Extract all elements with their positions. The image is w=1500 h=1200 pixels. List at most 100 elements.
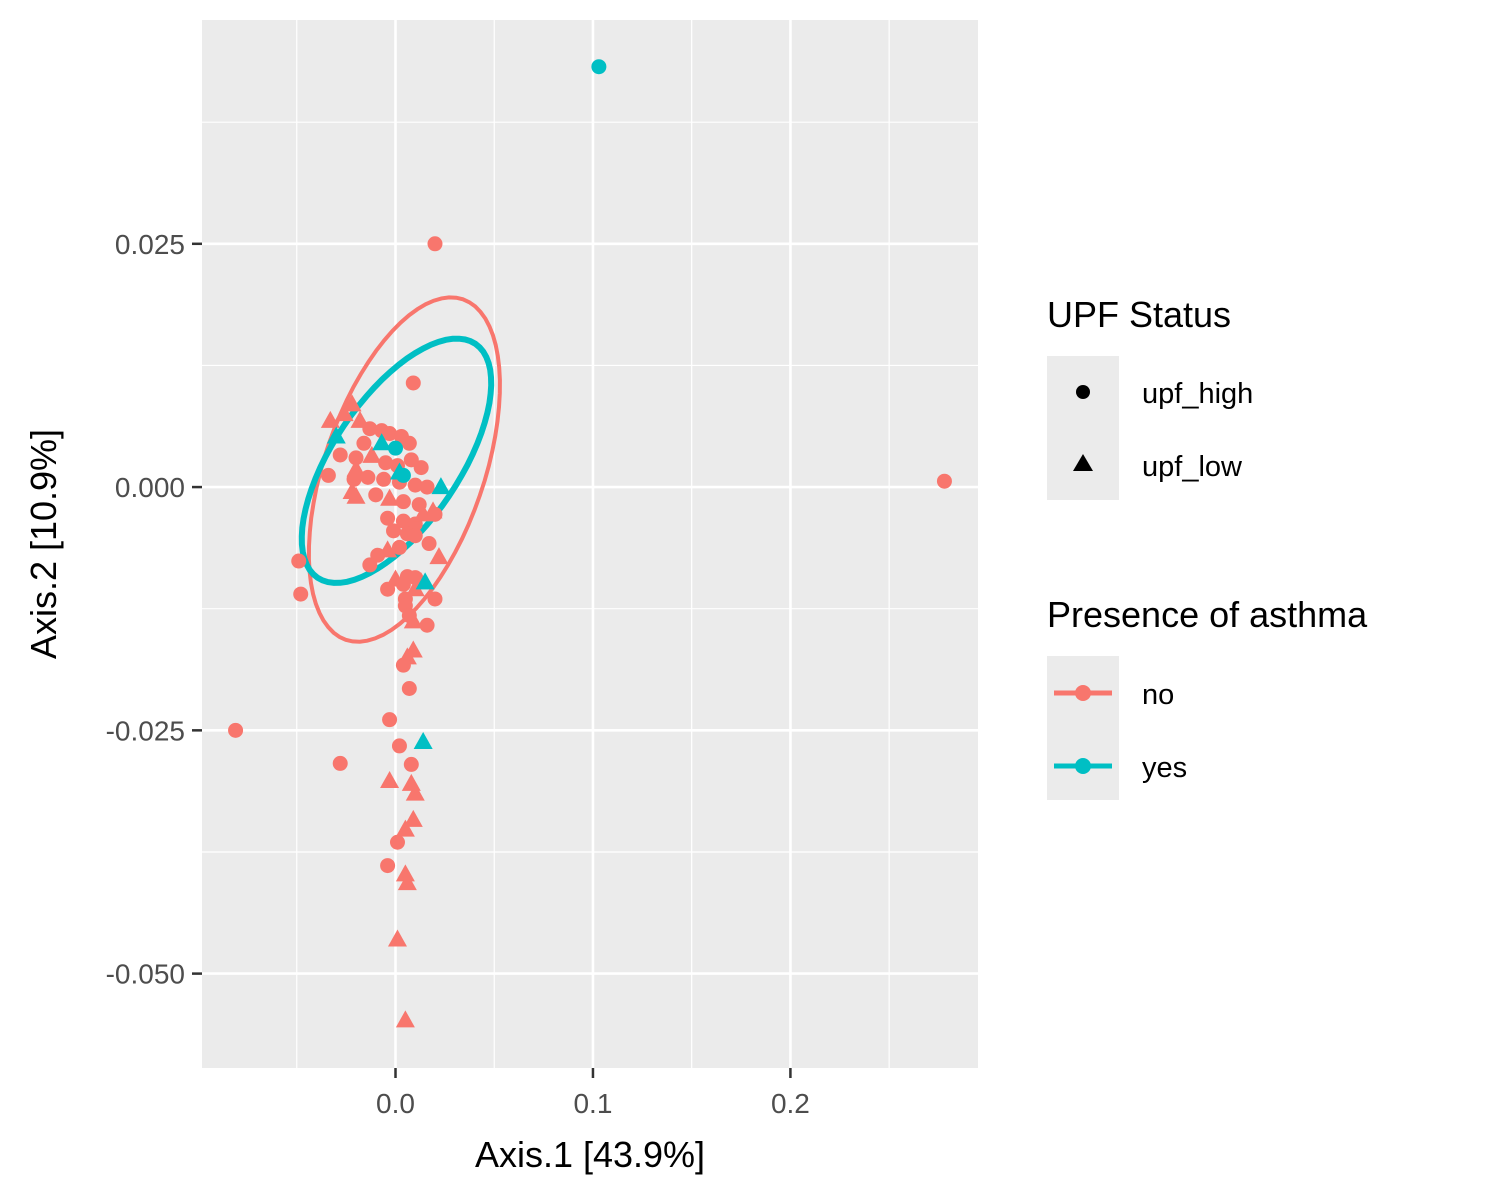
data-point-no-circle — [403, 756, 419, 772]
panel-background — [202, 20, 978, 1068]
data-point-no-triangle — [342, 394, 362, 412]
minor-gridlines — [202, 20, 978, 1068]
data-point-no-circle — [362, 421, 378, 437]
data-point-no-circle — [362, 557, 378, 573]
data-point-no-triangle — [395, 819, 415, 837]
data-point-yes-triangle — [431, 477, 451, 495]
data-point-no-circle — [376, 471, 392, 487]
data-point-no-circle — [395, 657, 411, 673]
data-point-no-circle — [348, 450, 364, 466]
data-point-no-circle — [421, 536, 437, 552]
y-axis-title: Axis.2 [10.9%] — [23, 429, 64, 659]
data-point-no-triangle — [320, 410, 340, 428]
data-point-no-circle — [386, 523, 402, 539]
data-point-no-circle — [413, 460, 429, 476]
legend-shape: UPF Status upf_high upf_low — [1047, 294, 1253, 500]
confidence-ellipses — [298, 295, 502, 644]
data-point-no-circle — [380, 858, 396, 874]
data-point-no-circle — [427, 591, 443, 607]
x-tick-label: 0.0 — [376, 1088, 415, 1119]
data-point-no-circle — [320, 467, 336, 483]
data-point-no-circle — [395, 576, 411, 592]
data-point-no-circle — [427, 506, 443, 522]
data-point-no-circle — [389, 834, 405, 850]
data-point-no-triangle — [397, 873, 417, 891]
data-point-no-circle — [405, 375, 421, 391]
legend-label-upf-high: upf_high — [1142, 378, 1253, 410]
data-point-no-circle — [382, 712, 398, 728]
y-tick-label: 0.000 — [115, 472, 185, 503]
legend-key-yes-point — [1075, 758, 1091, 774]
y-tick-label: 0.025 — [115, 229, 185, 260]
x-tick-label: 0.1 — [573, 1088, 612, 1119]
confidence-ellipse-yes — [298, 335, 495, 586]
data-point-no-circle — [332, 755, 348, 771]
data-point-no-circle — [419, 617, 435, 633]
data-point-yes-triangle — [389, 462, 409, 480]
data-point-no-triangle — [413, 504, 433, 522]
data-point-yes-triangle — [415, 572, 435, 590]
data-point-no-triangle — [387, 929, 407, 947]
x-axis-title: Axis.1 [43.9%] — [475, 1134, 705, 1175]
data-point-no-triangle — [378, 540, 398, 558]
data-point-no-circle — [380, 510, 396, 526]
y-tick-label: -0.025 — [106, 715, 185, 746]
data-point-yes-triangle — [326, 426, 346, 444]
data-point-no-triangle — [346, 459, 366, 477]
data-point-no-circle — [382, 426, 398, 442]
data-point-no-triangle — [403, 611, 423, 629]
legend-label-upf-low: upf_low — [1142, 451, 1243, 483]
legend-shape-title: UPF Status — [1047, 294, 1231, 335]
data-point-no-triangle — [380, 770, 400, 788]
data-point-no-triangle — [395, 1010, 415, 1028]
data-point-yes-triangle — [413, 732, 433, 750]
data-point-no-triangle — [405, 783, 425, 801]
data-point-no-circle — [401, 435, 417, 451]
x-tick-label: 0.2 — [771, 1088, 810, 1119]
data-point-no-circle — [368, 487, 384, 503]
legend-color-key-background — [1047, 656, 1119, 800]
y-tick-label: -0.050 — [106, 959, 185, 990]
legend-key-upf-low — [1073, 454, 1093, 471]
data-point-no-triangle — [395, 864, 415, 882]
data-point-no-circle — [378, 455, 394, 471]
data-point-no-circle — [419, 479, 435, 495]
data-point-yes-circle — [591, 59, 607, 75]
legend-key-upf-high — [1076, 385, 1090, 399]
data-point-no-triangle — [429, 547, 449, 565]
data-point-no-triangle — [403, 809, 423, 827]
data-point-no-circle — [356, 435, 372, 451]
data-point-no-circle — [360, 469, 376, 485]
data-point-no-circle — [395, 494, 411, 510]
x-axis: 0.0 0.1 0.2 — [376, 1068, 810, 1119]
data-point-no-triangle — [334, 404, 354, 422]
data-point-no-triangle — [380, 488, 400, 506]
data-point-no-circle — [391, 738, 407, 754]
data-point-no-circle — [293, 586, 309, 602]
confidence-ellipse-no — [306, 295, 502, 644]
data-point-no-triangle — [346, 486, 366, 504]
data-point-no-circle — [332, 447, 348, 463]
legend-shape-key-background — [1047, 356, 1119, 500]
data-point-yes-circle — [388, 440, 404, 456]
data-point-no-circle — [427, 236, 443, 252]
data-points — [228, 59, 952, 1028]
data-point-yes-triangle — [372, 433, 392, 451]
legend-label-yes: yes — [1142, 752, 1187, 784]
data-point-no-triangle — [362, 445, 382, 463]
data-point-no-circle — [395, 513, 411, 529]
data-point-no-circle — [291, 553, 307, 569]
legend-color: Presence of asthma no yes — [1047, 594, 1368, 800]
legend-color-title: Presence of asthma — [1047, 594, 1368, 635]
data-point-no-circle — [401, 681, 417, 697]
legend-label-no: no — [1142, 679, 1174, 711]
data-point-no-triangle — [405, 579, 425, 597]
data-point-no-circle — [380, 581, 396, 597]
data-point-no-circle — [936, 473, 952, 489]
y-axis: 0.025 0.000 -0.025 -0.050 — [106, 229, 202, 990]
data-point-no-circle — [407, 528, 423, 544]
data-point-no-circle — [407, 477, 423, 493]
data-point-no-circle — [391, 539, 407, 555]
legend-key-no-point — [1075, 685, 1091, 701]
